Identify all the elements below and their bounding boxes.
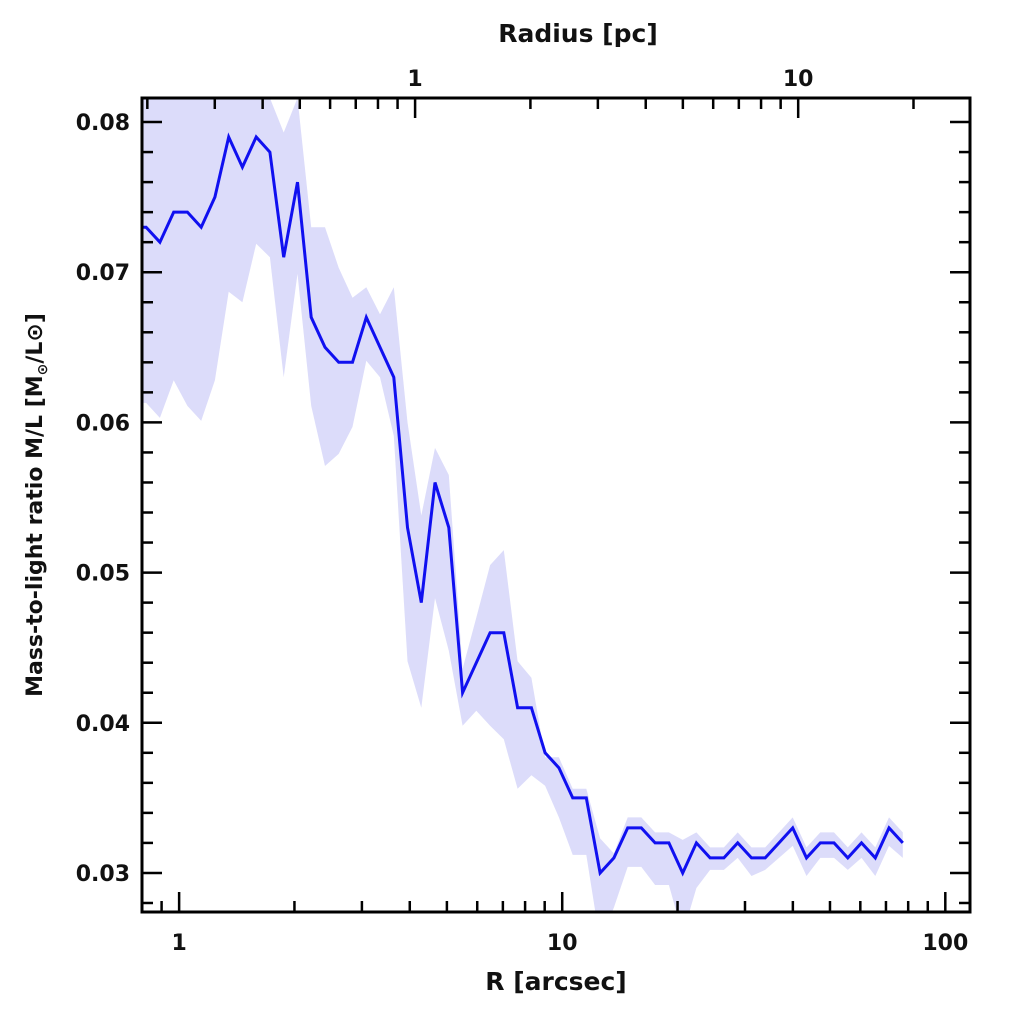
axis-ticks [140,98,970,912]
y-axis-label: Mass-to-light ratio M/L [M⊙/L⊙] [23,313,51,697]
x-tick-label: 10 [547,931,578,956]
x-axis-label: R [arcsec] [485,967,626,996]
y-tick-label: 0.07 [76,261,130,286]
y-axis-label-main: Mass-to-light ratio M/L [M [23,375,48,697]
top-tick-label: 1 [407,67,422,92]
top-tick-label: 10 [783,67,814,92]
y-tick-label: 0.03 [76,862,130,887]
uncertainty-band [142,98,903,912]
x-tick-label: 100 [922,931,968,956]
x-tick-label: 1 [171,931,186,956]
y-tick-label: 0.04 [76,712,130,737]
y-tick-label: 0.05 [76,562,130,587]
plot-area [142,98,904,912]
y-axis-label-tail: /L⊙] [23,313,48,364]
plot-frame [140,96,972,914]
y-tick-label: 0.06 [76,411,130,436]
top-axis-label: Radius [pc] [498,19,658,48]
y-tick-label: 0.08 [76,111,130,136]
y-axis-label-sub: ⊙ [35,364,51,376]
tick-labels: 0.03 0.04 0.05 0.06 0.07 0.08 1 10 100 1 10 [76,67,969,956]
